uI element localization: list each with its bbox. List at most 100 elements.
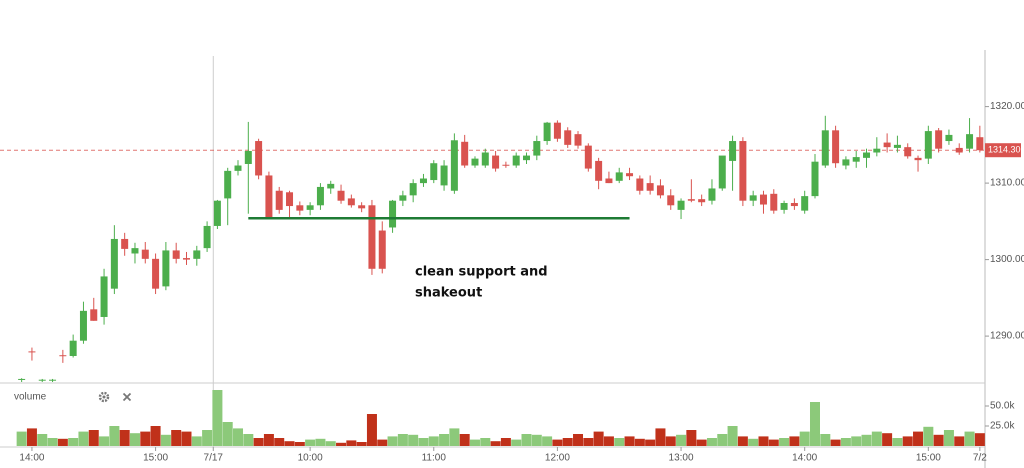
candle-body bbox=[832, 130, 840, 164]
volume-bar bbox=[356, 442, 367, 446]
y-tick-label: 1300.00 bbox=[990, 254, 1024, 265]
candle-body bbox=[28, 351, 36, 353]
candle-body bbox=[265, 175, 273, 219]
candle-body bbox=[708, 188, 716, 201]
candle-body bbox=[584, 145, 592, 169]
candle-body bbox=[440, 165, 448, 186]
candle-body bbox=[687, 199, 695, 201]
volume-bar bbox=[603, 436, 614, 446]
volume-bar bbox=[676, 434, 687, 446]
candle-body bbox=[368, 205, 376, 269]
volume-bar bbox=[181, 431, 192, 446]
volume-bar bbox=[871, 431, 882, 446]
candle-body bbox=[636, 178, 644, 191]
volume-bar bbox=[78, 431, 89, 446]
volume-bar bbox=[408, 434, 419, 446]
candle-body bbox=[852, 157, 860, 162]
volume-bar bbox=[655, 428, 666, 446]
volume-bar bbox=[469, 439, 480, 446]
candle-body bbox=[893, 144, 901, 148]
candle-body bbox=[481, 152, 489, 166]
candle-body bbox=[409, 183, 417, 196]
candle-body bbox=[152, 258, 160, 289]
candle-body bbox=[18, 378, 26, 380]
volume-bar bbox=[933, 434, 944, 446]
volume-bar bbox=[99, 436, 110, 446]
volume-bar bbox=[325, 441, 336, 446]
volume-bar bbox=[387, 436, 398, 446]
x-tick-label: 15:00 bbox=[143, 453, 168, 464]
volume-bar bbox=[861, 434, 872, 446]
volume-bar bbox=[119, 430, 130, 446]
candle-body bbox=[863, 152, 871, 158]
volume-bar bbox=[315, 438, 326, 446]
volume-bar bbox=[305, 439, 316, 446]
volume-bar bbox=[490, 441, 501, 446]
candle-body bbox=[677, 200, 685, 210]
volume-bar bbox=[943, 430, 954, 446]
candle-body bbox=[574, 134, 582, 146]
candle-body bbox=[945, 134, 953, 142]
candle-body bbox=[492, 155, 500, 169]
volume-bar bbox=[26, 428, 37, 446]
candle-body bbox=[399, 195, 407, 201]
candle-body bbox=[162, 250, 170, 287]
candle-body bbox=[924, 131, 932, 159]
volume-bar bbox=[191, 436, 202, 446]
candle-body bbox=[234, 165, 242, 171]
volume-bar bbox=[768, 439, 779, 446]
candle-body bbox=[595, 160, 603, 181]
volume-bar bbox=[706, 438, 717, 446]
y-tick-label: 1310.00 bbox=[990, 178, 1024, 189]
candle-body bbox=[502, 164, 510, 166]
candle-body bbox=[646, 183, 654, 191]
volume-bar bbox=[552, 439, 563, 446]
candle-body bbox=[327, 183, 335, 189]
candle-body bbox=[523, 155, 531, 161]
volume-bar bbox=[88, 430, 99, 446]
volume-bar bbox=[892, 438, 903, 446]
volume-bar bbox=[696, 439, 707, 446]
x-tick-label: 14:00 bbox=[792, 453, 817, 464]
volume-bar bbox=[377, 439, 388, 446]
volume-bar bbox=[16, 431, 27, 446]
candle-body bbox=[141, 249, 149, 259]
close-icon[interactable] bbox=[122, 392, 132, 402]
candle-body bbox=[193, 250, 201, 259]
volume-bar bbox=[789, 436, 800, 446]
x-tick-label: 13:00 bbox=[669, 453, 694, 464]
volume-bar bbox=[202, 430, 213, 446]
candle-body bbox=[749, 195, 757, 201]
candle-body bbox=[110, 238, 118, 289]
candle-body bbox=[244, 150, 252, 164]
volume-bar bbox=[397, 434, 408, 446]
volume-bar bbox=[500, 438, 511, 446]
volume-bar bbox=[233, 428, 244, 446]
candle-body bbox=[286, 192, 294, 207]
candle-body bbox=[533, 141, 541, 156]
volume-bar bbox=[809, 402, 820, 446]
candle-body bbox=[296, 205, 304, 211]
candle-body bbox=[811, 161, 819, 197]
candle-body bbox=[419, 178, 427, 184]
candle-body bbox=[698, 199, 706, 203]
volume-bar bbox=[820, 434, 831, 446]
candle-body bbox=[471, 158, 479, 166]
volume-bar bbox=[573, 434, 584, 446]
x-tick-label: 11:00 bbox=[422, 453, 447, 464]
settings-icon[interactable] bbox=[98, 391, 110, 403]
candle-body bbox=[718, 155, 726, 189]
candle-body bbox=[90, 309, 98, 321]
candle-body bbox=[790, 202, 798, 207]
volume-bar bbox=[366, 414, 377, 446]
candle-body bbox=[780, 202, 788, 210]
x-tick-label: 12:00 bbox=[545, 453, 570, 464]
volume-bar bbox=[150, 426, 161, 446]
volume-bar bbox=[542, 436, 553, 446]
candle-body bbox=[605, 178, 613, 184]
volume-bar bbox=[851, 436, 862, 446]
candle-body bbox=[615, 172, 623, 181]
volume-bar bbox=[212, 390, 223, 446]
volume-bar bbox=[779, 438, 790, 446]
